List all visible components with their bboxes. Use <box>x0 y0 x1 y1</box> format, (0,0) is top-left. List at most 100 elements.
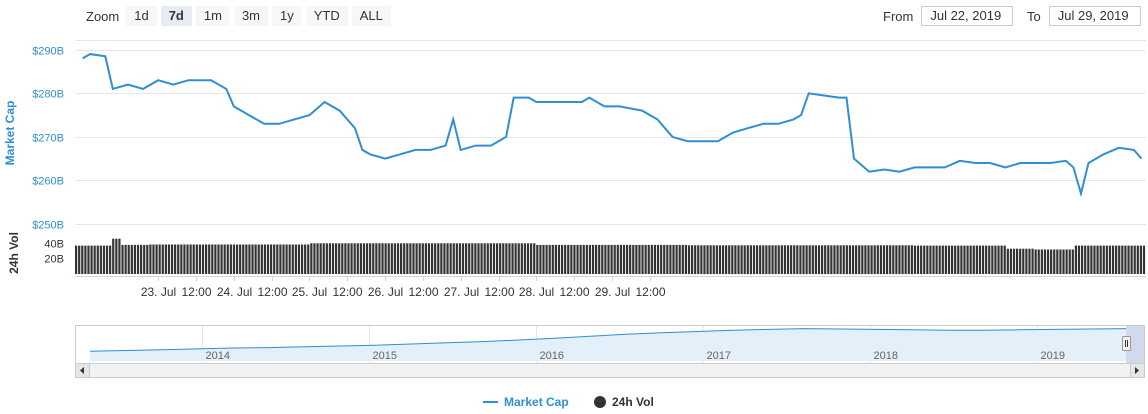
volume-bar <box>304 244 307 274</box>
volume-bar <box>1071 249 1074 274</box>
volume-bar <box>109 245 112 274</box>
volume-bar <box>217 244 220 274</box>
volume-bar <box>765 245 768 275</box>
volume-bar <box>734 245 737 275</box>
navigator-scrollbar[interactable] <box>75 363 1145 378</box>
volume-bar <box>901 245 904 275</box>
volume-bar <box>214 244 217 274</box>
zoom-1y-button[interactable]: 1y <box>272 6 302 26</box>
volume-bar <box>867 245 870 275</box>
volume-bar <box>1034 249 1037 274</box>
volume-bar <box>910 245 913 275</box>
x-tick-label: 12:00 <box>635 285 665 299</box>
volume-bar <box>226 244 229 274</box>
volume-bar <box>811 245 814 275</box>
x-tick-label: 24. Jul <box>217 285 252 299</box>
volume-bar <box>666 244 669 274</box>
grid-layer <box>75 40 1146 225</box>
volume-bar <box>186 244 189 274</box>
volume-bar <box>1068 249 1071 274</box>
volume-bar <box>133 244 137 274</box>
volume-bar <box>932 245 935 274</box>
volume-bar <box>84 245 87 274</box>
volume-bar <box>1012 248 1016 274</box>
volume-bar <box>935 245 938 274</box>
volume-bar <box>480 243 483 274</box>
volume-bar <box>257 244 260 274</box>
navigator-selection[interactable] <box>1126 326 1144 363</box>
volume-bar <box>273 244 276 274</box>
volume-bar <box>830 245 833 275</box>
volume-bar <box>950 245 954 274</box>
volume-bar <box>393 243 397 274</box>
volume-bar <box>223 244 226 274</box>
volume-bar <box>437 243 440 274</box>
volume-bar <box>96 245 99 274</box>
volume-bar <box>1037 249 1040 274</box>
navigator-handle[interactable] <box>1122 336 1131 351</box>
volume-bar <box>118 238 121 274</box>
volume-bar <box>347 243 350 274</box>
volume-bar <box>146 244 149 274</box>
volume-bar <box>718 245 722 275</box>
x-tick-label: 25. Jul <box>292 285 327 299</box>
x-tick-label: 12:00 <box>332 285 362 299</box>
volume-bar <box>848 245 852 275</box>
zoom-ytd-button[interactable]: YTD <box>305 6 348 26</box>
volume-bar <box>703 245 706 275</box>
volume-bar <box>356 243 359 274</box>
navigator-year-label: 2014 <box>206 350 230 362</box>
to-label: To <box>1027 8 1041 24</box>
volume-bar <box>81 245 84 274</box>
volume-bar <box>650 244 653 274</box>
volume-bar <box>1050 249 1053 274</box>
volume-bar <box>898 245 901 275</box>
volume-bar <box>1003 245 1006 274</box>
volume-bar <box>824 245 827 275</box>
volume-bar <box>1127 245 1130 274</box>
zoom-3m-button[interactable]: 3m <box>233 6 268 26</box>
volume-bar <box>1022 248 1025 274</box>
scrollbar-track[interactable] <box>75 363 1145 378</box>
volume-bar <box>725 245 728 275</box>
volume-bar <box>486 243 489 274</box>
volume-bar <box>570 244 573 274</box>
zoom-all-button[interactable]: ALL <box>351 6 391 26</box>
volume-bar <box>313 243 316 274</box>
range-to: To <box>1027 5 1141 27</box>
volume-bar <box>452 243 455 274</box>
zoom-1d-button[interactable]: 1d <box>126 6 157 26</box>
volume-bar <box>365 243 369 274</box>
from-date-input[interactable] <box>921 6 1014 26</box>
volume-bar <box>499 243 502 274</box>
volume-bar <box>477 243 480 274</box>
volume-bar <box>944 245 947 274</box>
volume-bar <box>508 243 511 274</box>
volume-bar <box>684 244 687 274</box>
volume-bar <box>276 244 279 274</box>
volume-bar <box>514 243 517 274</box>
volume-bar <box>75 245 78 274</box>
zoom-7d-button[interactable]: 7d <box>160 6 192 26</box>
legend-item-24h-vol[interactable]: 24h Vol <box>594 395 654 409</box>
legend-item-market-cap[interactable]: Market Cap <box>483 395 569 409</box>
volume-bar <box>656 244 660 274</box>
volume-bar <box>861 245 864 275</box>
volume-bar <box>1118 245 1121 274</box>
volume-bar <box>827 245 830 275</box>
volume-bar <box>653 244 657 274</box>
to-date-input[interactable] <box>1048 6 1141 26</box>
volume-bar <box>889 245 892 275</box>
x-tick-label: 12:00 <box>484 285 514 299</box>
volume-bar <box>384 243 387 274</box>
navigator-year-label: 2019 <box>1041 350 1065 362</box>
volume-bar <box>625 244 629 274</box>
volume-bar <box>548 244 551 274</box>
navigator[interactable]: 2014 2015 2016 2017 2018 2019 <box>75 325 1145 364</box>
zoom-1m-button[interactable]: 1m <box>195 6 230 26</box>
volume-bar <box>1124 245 1127 274</box>
volume-bar <box>198 244 202 274</box>
volume-bar <box>415 243 418 274</box>
volume-bar <box>647 244 650 274</box>
vol-y-tick-label: 20B <box>44 254 64 266</box>
